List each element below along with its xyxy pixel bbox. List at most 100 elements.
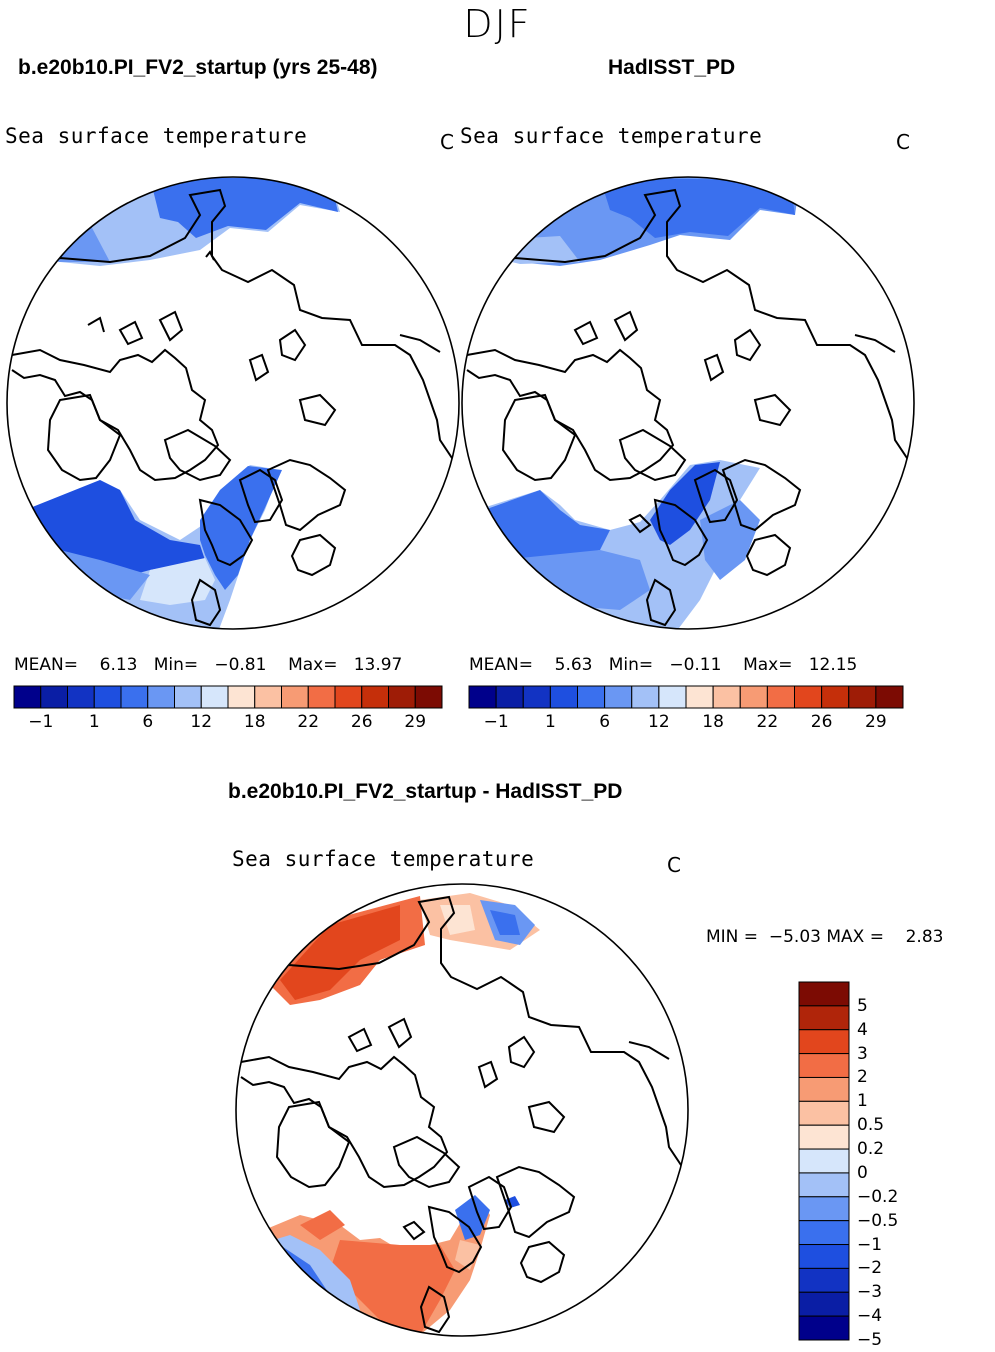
right-sst-field: [470, 177, 800, 629]
diff-colorbar-label: 4: [857, 1019, 868, 1040]
right-stats: MEAN= 5.63 Min= −0.11 Max= 12.15: [469, 655, 858, 675]
diff-colorbar-label: 0.5: [857, 1115, 885, 1136]
colorbar-swatch: [739, 685, 768, 709]
season-title: DJF: [463, 2, 532, 46]
diff-colorbar-swatch: [798, 1029, 850, 1055]
diff-colorbar-swatch: [798, 1100, 850, 1126]
colorbar-tick-label: 22: [756, 712, 779, 732]
left-units-label: C: [440, 130, 454, 154]
colorbar-tick-label: 29: [865, 712, 887, 732]
diff-colorbar-swatch: [798, 981, 850, 1007]
colorbar-swatch: [495, 685, 524, 709]
difference-units-label: C: [667, 853, 681, 877]
difference-polar-map: [235, 883, 689, 1337]
colorbar-tick-label: 22: [297, 712, 320, 732]
diff-colorbar-label: 3: [857, 1043, 868, 1064]
colorbar-swatch: [658, 685, 687, 709]
diff-colorbar-label: −0.5: [857, 1210, 899, 1231]
colorbar-tick-label: 1: [88, 712, 100, 732]
colorbar-tick-label: 1: [544, 712, 556, 732]
colorbar-swatch: [794, 685, 823, 709]
colorbar-tick-label: 18: [702, 712, 724, 732]
colorbar-swatch: [120, 685, 149, 709]
colorbar-tick-label: 18: [243, 712, 266, 732]
right-polar-map: [461, 176, 915, 630]
diff-colorbar-swatch: [798, 1220, 850, 1246]
right-panel-title: HadISST_PD: [608, 56, 736, 79]
diff-colorbar-label: 0: [857, 1162, 868, 1183]
colorbar-swatch: [414, 685, 443, 709]
colorbar-swatch: [604, 685, 633, 709]
colorbar-tick-label: 26: [350, 712, 373, 732]
colorbar-swatch: [685, 685, 714, 709]
colorbar-swatch: [334, 685, 363, 709]
difference-range: MIN = −5.03 MAX = 2.83: [706, 927, 944, 947]
colorbar-swatch: [631, 685, 660, 709]
diff-colorbar-label: −1: [857, 1234, 883, 1255]
right-field-label: Sea surface temperature: [460, 124, 763, 148]
colorbar-tick-label: 26: [810, 712, 833, 732]
diff-colorbar-swatch: [798, 1196, 850, 1222]
colorbar-tick-label: −1: [28, 712, 54, 732]
colorbar-swatch: [307, 685, 336, 709]
colorbar-tick-label: −1: [483, 712, 509, 732]
colorbar-swatch: [388, 685, 416, 709]
diff-colorbar-swatch: [798, 1053, 850, 1078]
colorbar-swatch: [712, 685, 741, 709]
colorbar-swatch: [13, 685, 42, 709]
left-polar-map: [6, 176, 460, 630]
left-sst-field: [20, 177, 340, 629]
colorbar-swatch: [766, 685, 795, 709]
diff-colorbar-label: −2: [857, 1258, 883, 1279]
diff-colorbar-label: −4: [857, 1306, 883, 1327]
difference-colorbar: [798, 981, 850, 1341]
diff-colorbar-label: 2: [857, 1067, 868, 1088]
colorbar-swatch: [147, 685, 175, 709]
colorbar-tick-label: 12: [190, 712, 213, 732]
left-panel-title: b.e20b10.PI_FV2_startup (yrs 25-48): [18, 56, 378, 79]
colorbar-tick-label: 6: [142, 712, 154, 732]
colorbar-swatch: [875, 685, 904, 709]
diff-colorbar-label: 0.2: [857, 1139, 885, 1160]
diff-colorbar-swatch: [798, 1267, 850, 1293]
diff-colorbar-label: 5: [857, 995, 868, 1016]
colorbar-tick-label: 6: [599, 712, 611, 732]
colorbar-swatch: [468, 685, 497, 709]
diff-colorbar-swatch: [798, 1291, 850, 1317]
diff-colorbar-label: −3: [857, 1282, 883, 1303]
colorbar-swatch: [254, 685, 282, 709]
diff-colorbar-swatch: [798, 1124, 850, 1150]
difference-title: b.e20b10.PI_FV2_startup - HadISST_PD: [228, 780, 623, 803]
diff-colorbar-swatch: [798, 1315, 850, 1341]
colorbar-swatch: [821, 685, 850, 709]
colorbar-swatch: [200, 685, 229, 709]
left-stats: MEAN= 6.13 Min= −0.81 Max= 13.97: [14, 655, 403, 675]
right-colorbar: [468, 685, 904, 709]
difference-field-label: Sea surface temperature: [232, 847, 535, 871]
diff-colorbar-swatch: [798, 1172, 850, 1198]
colorbar-swatch: [40, 685, 68, 709]
colorbar-swatch: [281, 685, 309, 709]
colorbar-tick-label: 12: [648, 712, 670, 732]
colorbar-swatch: [522, 685, 551, 709]
colorbar-swatch: [67, 685, 95, 709]
left-colorbar: [13, 685, 443, 709]
colorbar-swatch: [227, 685, 256, 709]
diff-colorbar-label: −0.2: [857, 1186, 899, 1207]
diff-colorbar-swatch: [798, 1076, 850, 1102]
colorbar-swatch: [848, 685, 877, 709]
diff-colorbar-swatch: [798, 1244, 850, 1269]
diff-colorbar-label: −5: [857, 1330, 883, 1350]
diff-colorbar-label: 1: [857, 1091, 868, 1112]
colorbar-tick-label: 29: [404, 712, 427, 732]
colorbar-swatch: [549, 685, 578, 709]
colorbar-swatch: [361, 685, 389, 709]
diff-colorbar-swatch: [798, 1148, 850, 1174]
diff-colorbar-swatch: [798, 1005, 850, 1031]
colorbar-swatch: [174, 685, 202, 709]
right-units-label: C: [896, 130, 910, 154]
colorbar-swatch: [93, 685, 122, 709]
left-field-label: Sea surface temperature: [5, 124, 308, 148]
